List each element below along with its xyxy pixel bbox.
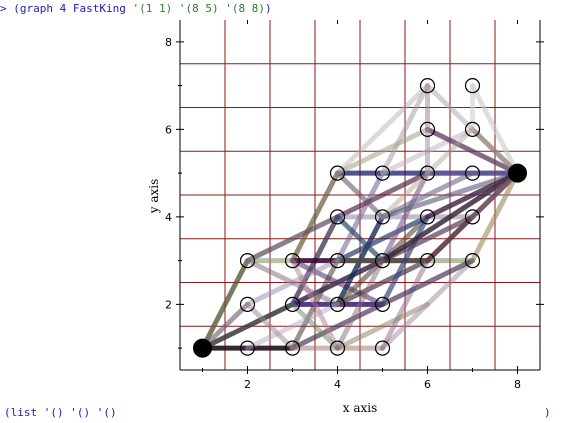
graph-edge: [380, 258, 475, 351]
code-part: ): [264, 2, 272, 15]
graph-endpoint: [193, 338, 212, 358]
graph-node: [374, 296, 391, 312]
x-tick-label: 6: [424, 378, 431, 391]
y-tick-label: 6: [165, 123, 172, 136]
graph-node: [464, 78, 481, 94]
graph-edge: [470, 170, 520, 264]
x-tick-label: 2: [244, 378, 251, 391]
graph-edge: [290, 301, 340, 351]
graph-edge: [200, 301, 250, 351]
y-tick-label: 2: [165, 298, 172, 311]
graph-edge: [290, 301, 385, 351]
graph-node: [284, 296, 301, 312]
repl-prompt: >: [0, 2, 7, 15]
graph-edge: [470, 126, 520, 176]
code-part: [172, 2, 179, 15]
graph-edge: [380, 258, 430, 351]
graph-node: [329, 165, 346, 181]
code-arg-size: '(8 8): [225, 2, 265, 15]
graph-edge: [425, 126, 520, 176]
graph-edge: [380, 170, 430, 264]
graph-edge: [335, 258, 385, 351]
x-tick-label: 8: [514, 378, 521, 391]
x-axis-label: x axis: [343, 401, 378, 415]
graph-edge: [335, 214, 385, 264]
graph-edge: [380, 214, 430, 307]
graph-edge: [425, 170, 520, 220]
y-axis-label: y axis: [147, 179, 161, 215]
graph-edge: [335, 214, 430, 264]
graph-edge: [335, 258, 430, 307]
graph-node: [329, 253, 346, 269]
graph-node: [329, 296, 346, 312]
graph-edge: [470, 170, 520, 220]
nodes: [193, 78, 527, 358]
graph-node: [419, 209, 436, 225]
graph-edge: [470, 83, 520, 176]
graph-node: [419, 165, 436, 181]
repl-input-line[interactable]: > (graph 4 FastKing '(1 1) '(8 5) '(8 8)…: [0, 2, 272, 15]
graph-edge: [380, 83, 430, 176]
code-arg-end: '(8 5): [178, 2, 219, 15]
graph-node: [374, 209, 391, 225]
graph-edge: [380, 258, 475, 307]
graph-node: [284, 253, 301, 269]
graph-edge: [380, 126, 475, 220]
graph-edge: [335, 301, 430, 351]
graph-plot: 2 4 6 8 2 4 6 8 x axis y axis: [147, 20, 544, 415]
graph-edge: [245, 301, 340, 351]
graph-node: [239, 253, 256, 269]
x-tick-label: 4: [334, 378, 341, 391]
graph-node: [374, 253, 391, 269]
code-part: (graph 4 FastKing: [13, 2, 133, 15]
graph-node: [464, 209, 481, 225]
graph-node: [464, 121, 481, 137]
graph-node: [374, 165, 391, 181]
repl-result-close: ): [544, 406, 551, 419]
y-tick-label: 8: [165, 36, 172, 49]
graph-node: [464, 253, 481, 269]
graph-node: [329, 340, 346, 356]
graph-edge: [245, 214, 340, 264]
graph-edge: [425, 214, 475, 264]
graph-node: [284, 340, 301, 356]
graph-node: [464, 165, 481, 181]
graph-edge: [245, 258, 340, 307]
repl-result: (list '() '() '(): [4, 406, 117, 419]
graph-edge: [290, 170, 340, 264]
graph-node: [419, 253, 436, 269]
graph-edge: [200, 258, 250, 351]
graph-endpoint: [508, 163, 527, 183]
graph-edge: [200, 301, 295, 351]
graph-node: [419, 78, 436, 94]
axes: 2 4 6 8 2 4 6 8: [165, 20, 544, 391]
code-arg-start: '(1 1): [132, 2, 173, 15]
graph-node: [419, 121, 436, 137]
edges: [200, 83, 520, 351]
graph-edge: [290, 258, 385, 307]
graph-node: [239, 340, 256, 356]
y-tick-label: 4: [165, 211, 172, 224]
graph-edge: [335, 126, 430, 176]
graph-edge: [335, 83, 430, 176]
graph-edge: [335, 170, 430, 220]
graph-node: [374, 340, 391, 356]
graph-node: [329, 209, 346, 225]
graph-edge: [380, 170, 520, 264]
graph-edge: [245, 301, 295, 351]
graph-edge: [380, 170, 520, 220]
graph-edge: [335, 170, 385, 220]
graph-edge: [290, 258, 340, 351]
graph-node: [239, 296, 256, 312]
